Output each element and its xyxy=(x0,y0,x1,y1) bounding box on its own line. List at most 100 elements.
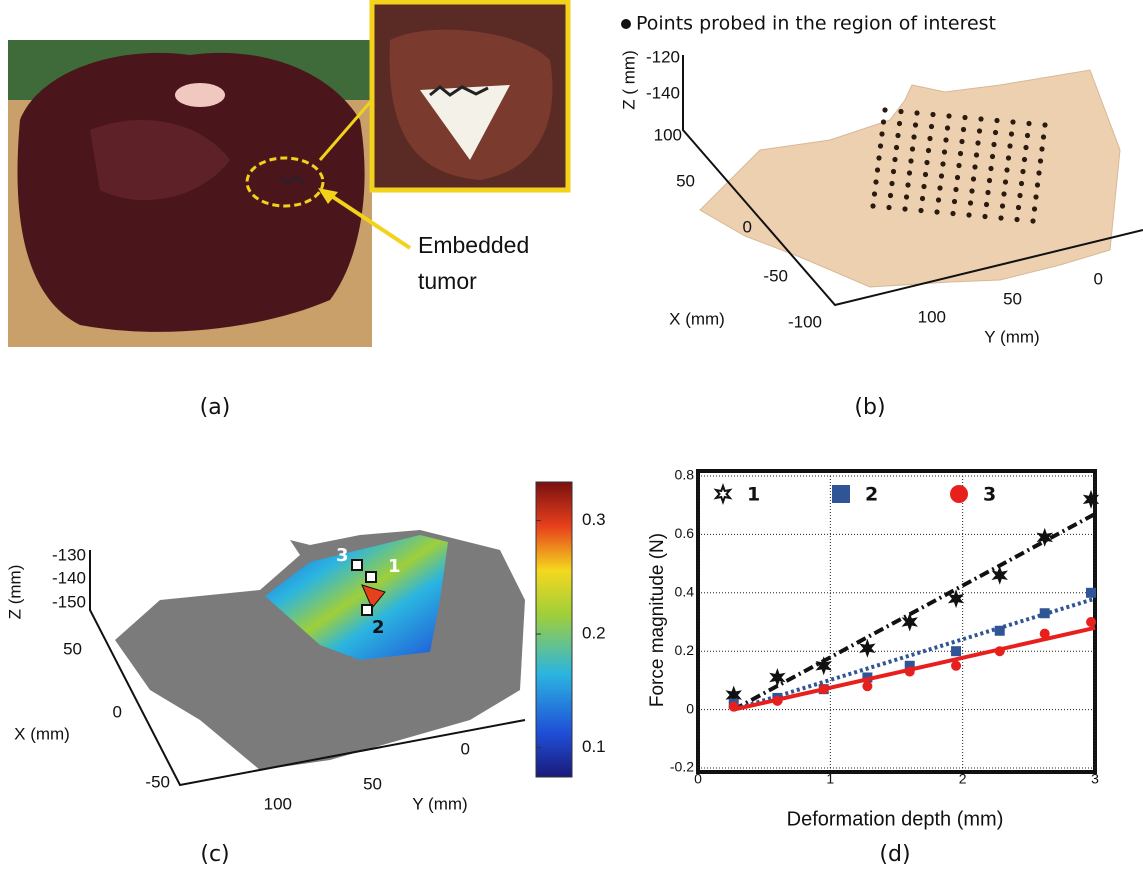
caption: (b) xyxy=(854,395,885,420)
probe-point xyxy=(1035,182,1040,187)
tick-label: 0 xyxy=(113,702,122,721)
probe-point xyxy=(991,142,996,147)
probe-point xyxy=(902,206,907,211)
probe-point xyxy=(870,203,875,208)
tick-label: 100 xyxy=(654,125,682,144)
probe-point xyxy=(879,131,884,136)
data-point xyxy=(862,681,872,691)
probe-point xyxy=(930,112,935,117)
probe-point xyxy=(988,166,993,171)
probe-point xyxy=(990,154,995,159)
probe-point xyxy=(886,205,891,210)
page: Embedded tumor (a) Points probed in the … xyxy=(0,0,1143,876)
probe-point xyxy=(913,122,918,127)
probe-point xyxy=(975,140,980,145)
probe-point xyxy=(937,185,942,190)
x-tick-label: 3 xyxy=(1091,771,1099,787)
y-tick-label: 0.8 xyxy=(675,467,695,483)
tick-label: -50 xyxy=(763,266,788,285)
probe-point xyxy=(904,194,909,199)
data-point xyxy=(1086,617,1096,627)
colorbar-tick-label: 0.1 xyxy=(582,737,606,756)
annotation: tumor xyxy=(418,268,477,294)
probe-point xyxy=(1041,134,1046,139)
probe-point xyxy=(955,175,960,180)
x-tick-label: 2 xyxy=(959,771,967,787)
legend-label: 1 xyxy=(747,484,760,506)
probe-point xyxy=(927,136,932,141)
probe-point xyxy=(1033,194,1038,199)
fit-line xyxy=(734,628,1095,710)
probe-point xyxy=(950,211,955,216)
probe-point xyxy=(936,197,941,202)
y-axis-label: Force magnitude (N) xyxy=(647,533,668,707)
tick-label: 0 xyxy=(461,739,470,758)
tick-label: -150 xyxy=(52,592,86,611)
point-label: 3 xyxy=(336,545,349,566)
probe-marker xyxy=(352,560,362,570)
figure: Embedded tumor (a) Points probed in the … xyxy=(0,0,1143,876)
y-tick-label: 0.2 xyxy=(675,642,695,658)
x-tick-label: 0 xyxy=(694,771,702,787)
probe-point xyxy=(895,133,900,138)
legend-label: Points probed in the region of interest xyxy=(636,13,996,35)
tick-label: -130 xyxy=(52,545,86,564)
probe-point xyxy=(926,148,931,153)
probe-point xyxy=(894,145,899,150)
tick-label: 100 xyxy=(264,794,292,813)
probe-point xyxy=(1026,121,1031,126)
probe-point xyxy=(945,125,950,130)
data-point xyxy=(729,702,739,712)
probe-point xyxy=(942,149,947,154)
probe-point xyxy=(1030,218,1035,223)
data-point xyxy=(1040,608,1050,618)
data-point xyxy=(860,640,874,656)
probe-point xyxy=(987,178,992,183)
probe-point xyxy=(891,169,896,174)
probe-point xyxy=(974,152,979,157)
legend-marker xyxy=(950,485,968,503)
probe-point xyxy=(921,184,926,189)
probe-point xyxy=(984,202,989,207)
tick-label: 50 xyxy=(676,171,695,190)
probe-point xyxy=(1036,170,1041,175)
probe-point xyxy=(934,209,939,214)
data-point xyxy=(819,684,829,694)
probe-point xyxy=(1016,205,1021,210)
probe-point xyxy=(897,121,902,126)
tick-label: 0 xyxy=(743,217,752,236)
probe-point xyxy=(1019,181,1024,186)
probe-point xyxy=(1004,167,1009,172)
data-point xyxy=(1040,629,1050,639)
tick-label: -100 xyxy=(788,312,822,331)
probe-point xyxy=(892,157,897,162)
x-axis-label: Deformation depth (mm) xyxy=(787,808,1004,830)
tick-label: 50 xyxy=(1003,289,1022,308)
probe-point xyxy=(1025,133,1030,138)
probe-point xyxy=(971,176,976,181)
probe-point xyxy=(953,187,958,192)
probe-point xyxy=(1009,131,1014,136)
probe-point xyxy=(985,190,990,195)
surface xyxy=(700,70,1120,287)
probe-point xyxy=(946,113,951,118)
probe-point xyxy=(908,158,913,163)
tick-label: -120 xyxy=(646,47,680,66)
probe-point xyxy=(1020,169,1025,174)
x-tick-label: 1 xyxy=(826,771,834,787)
probe-point xyxy=(952,199,957,204)
probe-point xyxy=(1042,122,1047,127)
colorbar xyxy=(536,482,572,777)
probe-point xyxy=(918,208,923,213)
probe-point xyxy=(956,163,961,168)
data-point xyxy=(951,646,961,656)
annotation: Embedded xyxy=(418,232,529,258)
legend-marker xyxy=(716,486,730,502)
tick-label: 100 xyxy=(918,307,946,326)
probe-point xyxy=(876,155,881,160)
x-label: X (mm) xyxy=(669,309,725,328)
y-tick-label: 0.4 xyxy=(675,584,695,600)
probe-point xyxy=(1014,217,1019,222)
probe-point xyxy=(1010,119,1015,124)
probe-point xyxy=(920,196,925,201)
